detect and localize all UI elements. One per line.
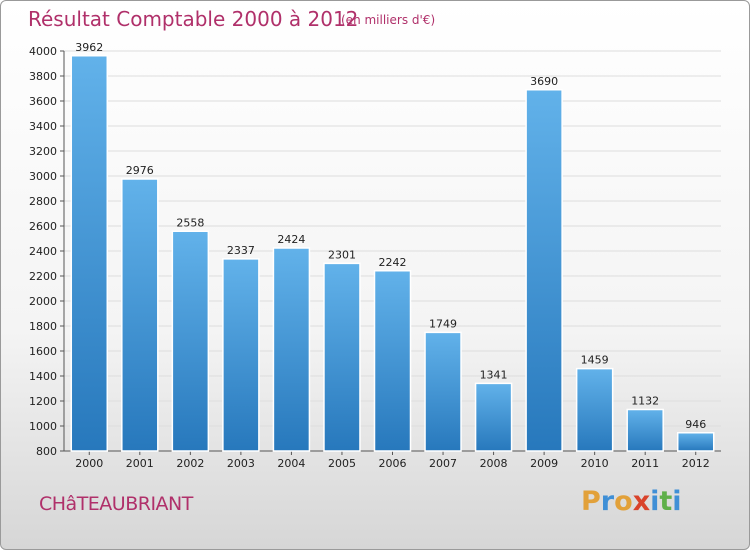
bar-2002[interactable] xyxy=(171,230,210,452)
y-tick-label: 3000 xyxy=(29,170,57,183)
proxiti-logo[interactable]: Proxiti xyxy=(581,486,682,517)
bar-2006[interactable] xyxy=(373,270,412,452)
bar-2001[interactable] xyxy=(121,178,159,452)
logo-letter: t xyxy=(659,486,673,517)
x-tick-label-2001: 2001 xyxy=(126,457,154,470)
value-label-2004: 2424 xyxy=(277,233,305,246)
y-tick-label: 3600 xyxy=(29,95,57,108)
value-label-2010: 1459 xyxy=(581,354,609,367)
y-tick-label: 4000 xyxy=(29,45,57,58)
y-tick-label: 2000 xyxy=(29,295,57,308)
bar-2007[interactable] xyxy=(424,331,462,452)
logo-letter: r xyxy=(600,486,615,517)
x-tick-label-2002: 2002 xyxy=(176,457,204,470)
logo-letter: i xyxy=(672,486,682,517)
x-tick-label-2000: 2000 xyxy=(75,457,103,470)
logo-letter: o xyxy=(614,486,633,517)
x-tick-label-2008: 2008 xyxy=(480,457,508,470)
x-tick-label-2005: 2005 xyxy=(328,457,356,470)
y-tick-label: 1200 xyxy=(29,395,57,408)
x-tick-label-2012: 2012 xyxy=(682,457,710,470)
value-label-2011: 1132 xyxy=(631,395,659,408)
bar-2003[interactable] xyxy=(222,258,260,452)
bar-2010[interactable] xyxy=(575,367,614,452)
chart-subtitle: (en milliers d'€) xyxy=(341,13,436,27)
bar-2004[interactable] xyxy=(272,247,311,452)
value-label-2002: 2558 xyxy=(176,216,204,229)
y-tick-label: 1600 xyxy=(29,345,57,358)
x-tick-label-2004: 2004 xyxy=(277,457,305,470)
x-tick-label-2007: 2007 xyxy=(429,457,457,470)
value-label-2006: 2242 xyxy=(379,256,407,269)
value-label-2003: 2337 xyxy=(227,244,255,257)
value-label-2012: 946 xyxy=(685,418,706,431)
y-tick-label: 2400 xyxy=(29,245,57,258)
x-tick-label-2009: 2009 xyxy=(530,457,558,470)
logo-letter: x xyxy=(632,486,651,517)
value-label-2007: 1749 xyxy=(429,317,457,330)
x-tick-label-2011: 2011 xyxy=(631,457,659,470)
y-tick-label: 1400 xyxy=(29,370,57,383)
y-tick-label: 1800 xyxy=(29,320,57,333)
bar-2008[interactable] xyxy=(474,382,513,452)
bar-2005[interactable] xyxy=(323,262,361,452)
chart-title: Résultat Comptable 2000 à 2012 xyxy=(28,7,359,31)
bar-2011[interactable] xyxy=(626,408,664,452)
value-label-2009: 3690 xyxy=(530,75,558,88)
logo-letter: i xyxy=(650,486,660,517)
x-tick-label-2010: 2010 xyxy=(581,457,609,470)
value-label-2008: 1341 xyxy=(480,368,508,381)
bar-2009[interactable] xyxy=(525,89,563,452)
y-tick-label: 3800 xyxy=(29,70,57,83)
y-tick-label: 2800 xyxy=(29,195,57,208)
y-tick-label: 2600 xyxy=(29,220,57,233)
x-tick-label-2006: 2006 xyxy=(379,457,407,470)
y-tick-label: 1000 xyxy=(29,420,57,433)
value-label-2005: 2301 xyxy=(328,248,356,261)
y-tick-label: 3400 xyxy=(29,120,57,133)
bar-2000[interactable] xyxy=(70,55,109,452)
value-label-2000: 3962 xyxy=(75,41,103,54)
bar-2012[interactable] xyxy=(676,432,715,452)
logo-letter: P xyxy=(581,486,601,517)
y-tick-label: 2200 xyxy=(29,270,57,283)
y-tick-label: 3200 xyxy=(29,145,57,158)
city-name: CHâTEAUBRIANT xyxy=(39,493,193,515)
x-tick-label-2003: 2003 xyxy=(227,457,255,470)
value-label-2001: 2976 xyxy=(126,164,154,177)
y-tick-label: 800 xyxy=(36,445,57,458)
